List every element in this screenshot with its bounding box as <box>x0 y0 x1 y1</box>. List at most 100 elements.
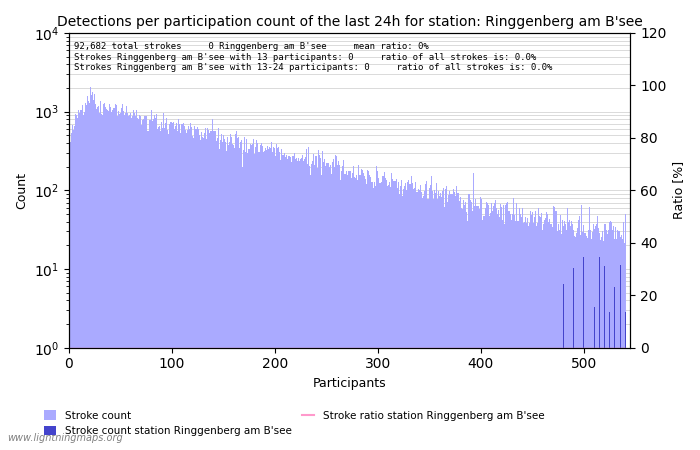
Bar <box>370 177 371 450</box>
Bar <box>122 111 124 450</box>
Bar <box>120 108 122 450</box>
Bar <box>105 108 106 450</box>
Bar <box>379 183 380 450</box>
Bar <box>597 216 598 450</box>
Bar <box>230 134 231 450</box>
Bar <box>456 194 458 450</box>
Bar <box>543 224 545 450</box>
Bar <box>522 208 523 450</box>
Bar <box>130 112 131 450</box>
Bar <box>604 266 605 450</box>
Bar <box>196 129 197 450</box>
Bar <box>547 214 548 450</box>
Bar <box>306 149 307 450</box>
Bar <box>508 211 509 450</box>
Bar <box>438 190 439 450</box>
Bar <box>97 107 98 450</box>
Bar <box>620 237 621 450</box>
Bar <box>83 112 85 450</box>
Bar <box>103 104 104 450</box>
Bar <box>406 190 407 450</box>
X-axis label: Participants: Participants <box>313 377 386 390</box>
Bar <box>301 158 302 450</box>
Bar <box>117 116 118 450</box>
Bar <box>125 113 126 450</box>
Bar <box>190 123 191 450</box>
Bar <box>212 119 214 450</box>
Bar <box>127 113 128 450</box>
Bar <box>170 122 172 450</box>
Bar <box>410 184 412 450</box>
Bar <box>257 143 258 450</box>
Bar <box>400 186 401 450</box>
Bar <box>495 200 496 450</box>
Bar <box>93 100 94 450</box>
Stroke ratio station Ringgenberg am B'see <box>97 345 105 351</box>
Bar <box>460 198 461 450</box>
Bar <box>277 148 279 450</box>
Bar <box>111 112 113 450</box>
Bar <box>435 193 436 450</box>
Bar <box>494 203 495 450</box>
Bar <box>102 115 103 450</box>
Bar <box>231 137 232 450</box>
Bar <box>135 116 136 450</box>
Bar <box>443 188 444 450</box>
Bar <box>295 159 296 450</box>
Bar <box>169 124 170 450</box>
Bar <box>312 162 314 450</box>
Bar <box>259 152 260 450</box>
Bar <box>337 165 338 450</box>
Bar <box>72 125 74 450</box>
Bar <box>246 139 248 450</box>
Bar <box>506 203 507 450</box>
Bar <box>194 126 195 450</box>
Bar <box>526 223 527 450</box>
Bar <box>188 126 189 450</box>
Bar <box>609 311 610 450</box>
Bar <box>85 104 87 450</box>
Bar <box>567 208 568 450</box>
Bar <box>338 161 339 450</box>
Bar <box>401 180 402 450</box>
Bar <box>393 181 394 450</box>
Bar <box>95 104 96 450</box>
Bar <box>189 129 190 450</box>
Bar <box>498 211 499 450</box>
Bar <box>550 224 552 450</box>
Bar <box>165 123 166 450</box>
Bar <box>69 144 70 450</box>
Bar <box>88 101 89 450</box>
Bar <box>528 223 530 450</box>
Bar <box>386 186 388 450</box>
Bar <box>106 109 107 450</box>
Bar <box>91 94 92 450</box>
Bar <box>302 155 303 450</box>
Bar <box>148 120 150 450</box>
Bar <box>211 130 212 450</box>
Bar <box>478 206 480 450</box>
Bar <box>402 196 403 450</box>
Bar <box>158 127 159 450</box>
Bar <box>505 205 506 450</box>
Bar <box>602 231 603 450</box>
Bar <box>267 146 268 450</box>
Bar <box>281 149 283 450</box>
Bar <box>225 142 226 450</box>
Bar <box>137 118 138 450</box>
Bar <box>136 110 137 450</box>
Bar <box>347 176 349 450</box>
Legend: Stroke count, Stroke count station Ringgenberg am B'see, Stroke ratio station Ri: Stroke count, Stroke count station Ringg… <box>39 406 549 440</box>
Bar <box>489 216 490 450</box>
Bar <box>197 127 198 450</box>
Bar <box>367 170 368 450</box>
Bar <box>373 188 374 450</box>
Bar <box>284 153 285 450</box>
Bar <box>525 217 526 450</box>
Bar <box>292 156 293 450</box>
Bar <box>133 110 134 450</box>
Bar <box>473 173 474 450</box>
Bar <box>214 131 216 450</box>
Bar <box>607 234 608 450</box>
Bar <box>307 164 308 450</box>
